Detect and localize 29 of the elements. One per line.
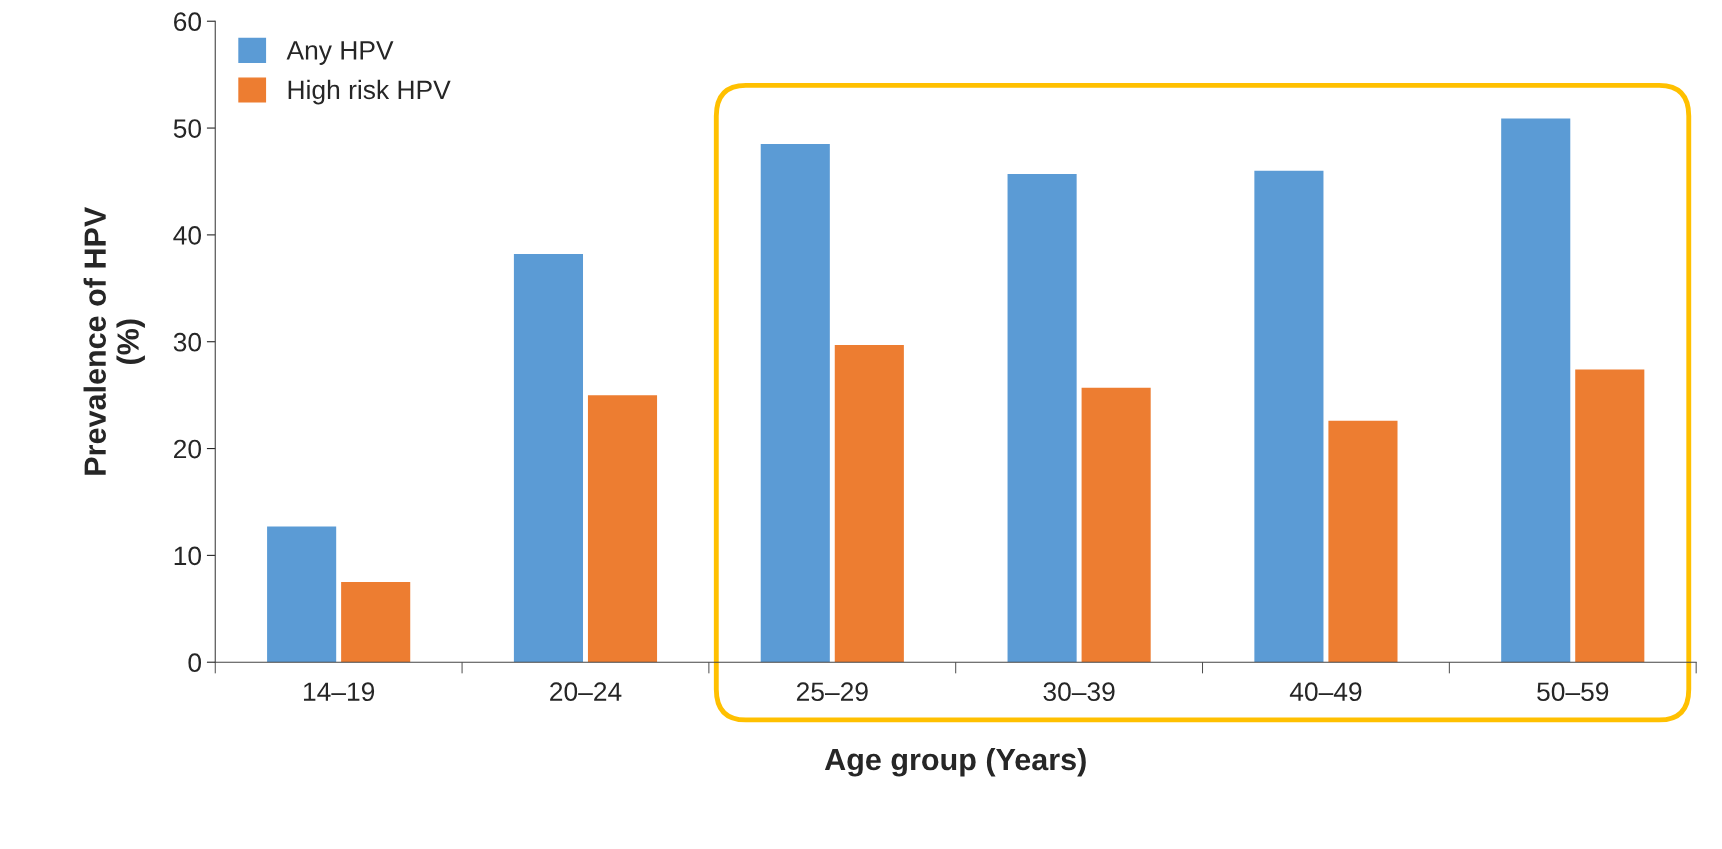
bar xyxy=(587,395,658,663)
x-tick-label: 50–59 xyxy=(1537,682,1609,702)
x-tick-label: 25–29 xyxy=(796,682,868,702)
y-tick-label: 0 xyxy=(188,653,202,673)
x-tick-label: 14–19 xyxy=(303,682,375,702)
x-tick-label: 40–49 xyxy=(1289,682,1362,702)
x-axis-title: Age group (Years) xyxy=(824,747,1086,777)
y-tick-label: 50 xyxy=(173,119,202,138)
y-tick-label: 40 xyxy=(173,226,202,245)
bar xyxy=(1501,118,1571,663)
bar xyxy=(267,526,337,663)
bar xyxy=(1328,420,1398,663)
bar xyxy=(1007,174,1077,663)
bar xyxy=(760,144,830,663)
y-axis-title: Prevalence of HPV (%) xyxy=(83,206,145,475)
y-tick-label: 20 xyxy=(174,439,202,459)
y-tick-label: 60 xyxy=(174,12,202,32)
bar xyxy=(1575,369,1645,663)
y-tick-label: 30 xyxy=(173,332,202,352)
y-tick-label: 10 xyxy=(174,546,202,566)
bar xyxy=(513,254,584,663)
bar xyxy=(834,344,904,663)
x-tick-label: 20–24 xyxy=(550,682,622,702)
x-tick-label: 30–39 xyxy=(1043,682,1115,702)
legend-label: Any HPV xyxy=(286,41,394,65)
bar xyxy=(1254,170,1324,663)
bar xyxy=(1081,387,1151,663)
legend-label: High risk HPV xyxy=(288,79,451,105)
bar xyxy=(341,582,411,663)
